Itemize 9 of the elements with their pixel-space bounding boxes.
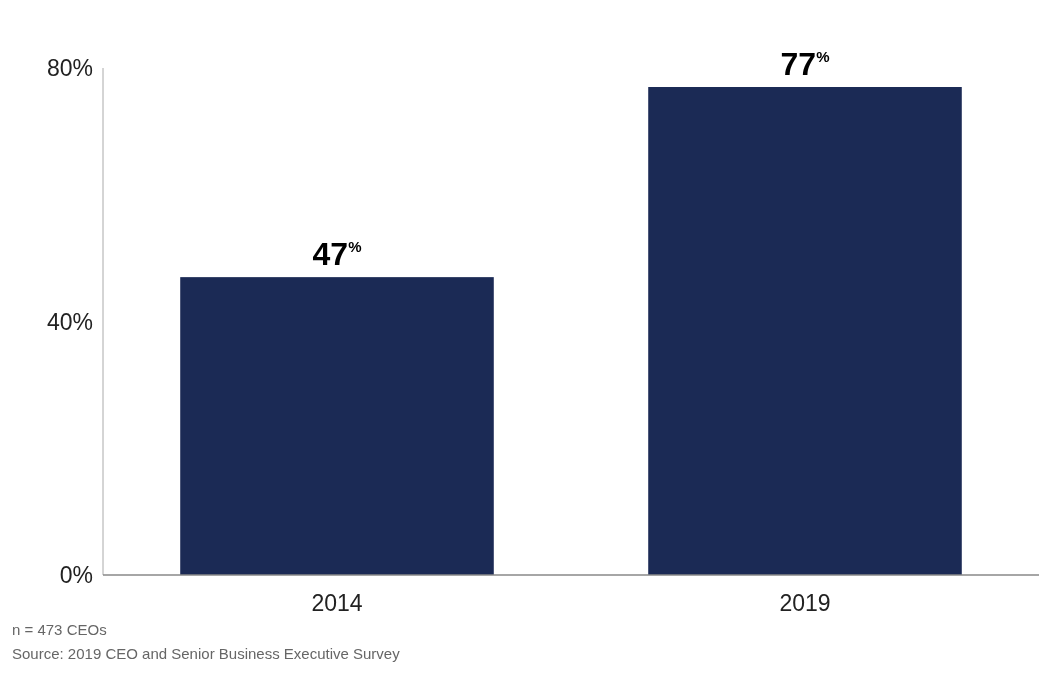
data-label: 47$^{%}$ (312, 236, 362, 273)
y-tick-label: 40% (46, 308, 93, 335)
x-tick-label: 2014 (311, 590, 363, 616)
text: n = 473 CEOs (12, 621, 107, 638)
y-tick-label: 80% (46, 55, 93, 82)
source-note: Source: 2019 CEO and Senior Business Executive Survey (12, 645, 401, 662)
y-tick-label: 0% (59, 562, 93, 589)
x-tick-label: 2019 (779, 590, 831, 616)
data-label: 77$^{%}$ (780, 46, 830, 83)
